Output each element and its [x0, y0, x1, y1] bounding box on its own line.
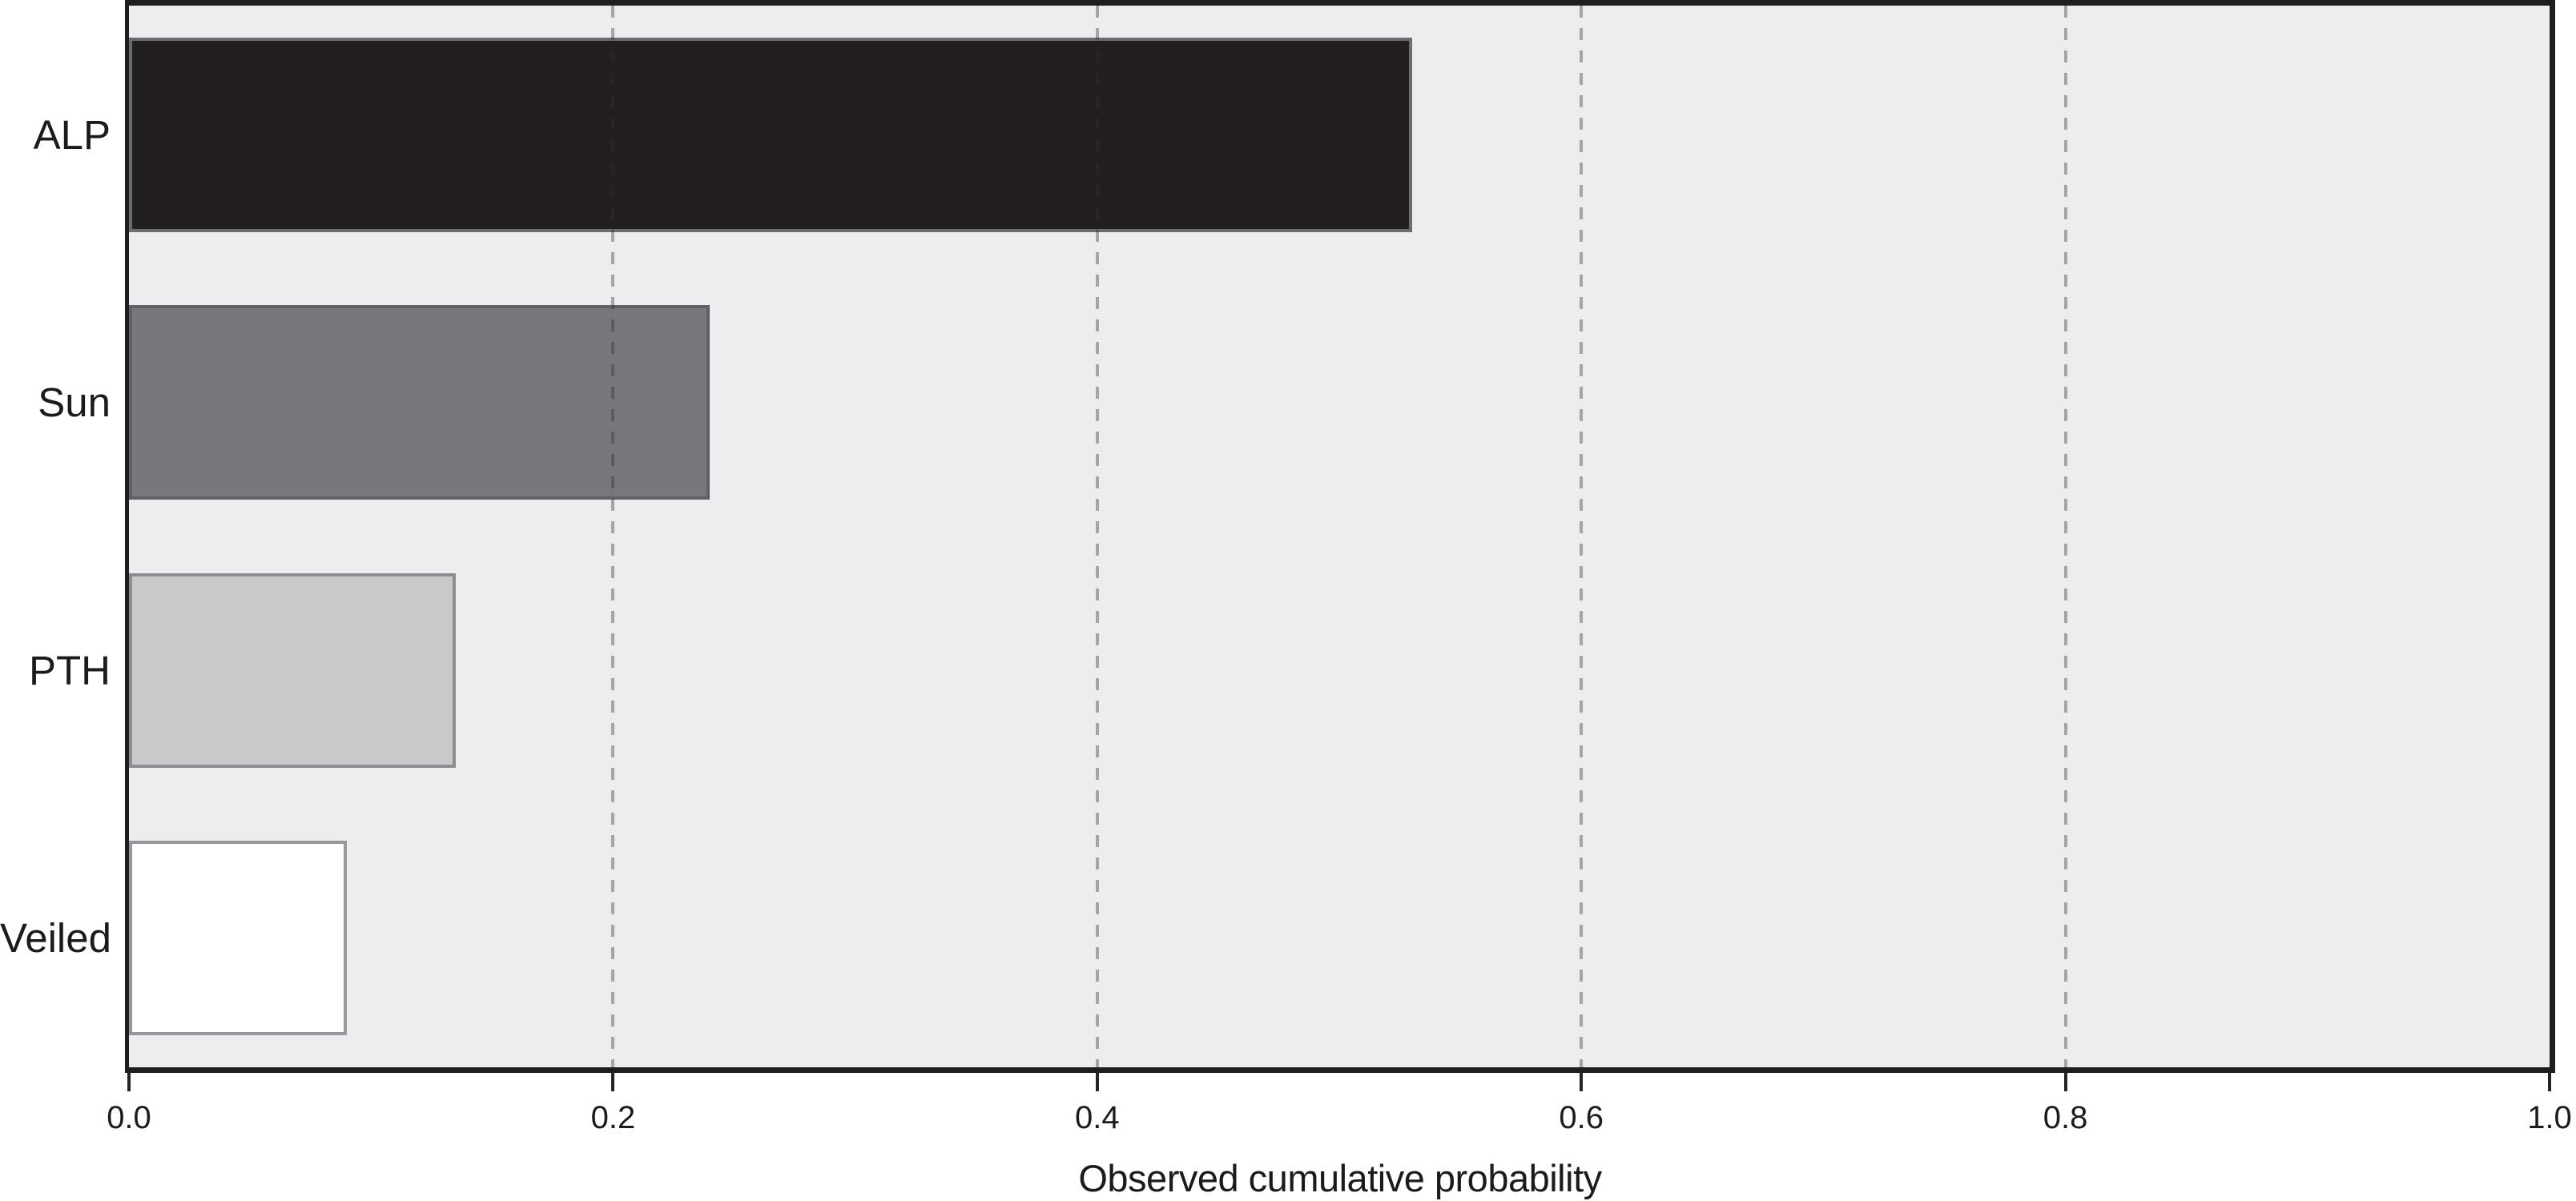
x-tick-label-0.2: 0.2: [590, 1100, 636, 1135]
category-label-sun: Sun: [38, 379, 111, 425]
x-axis-title: Observed cumulative probability: [1078, 1157, 1602, 1199]
x-tick-0.2: [611, 1073, 615, 1091]
x-tick-label-1.0: 1.0: [2527, 1100, 2572, 1135]
gridline-0.2: [611, 6, 615, 1067]
bar-veiled: [129, 841, 347, 1035]
x-tick-label-0.8: 0.8: [2043, 1100, 2088, 1135]
bar-sun: [129, 305, 710, 500]
plot-area: [125, 0, 2555, 1073]
x-tick-1.0: [2548, 1073, 2551, 1091]
bar-alp: [129, 38, 1412, 232]
gridline-0.6: [1580, 6, 1584, 1067]
x-tick-label-0.0: 0.0: [107, 1100, 151, 1135]
category-label-pth: PTH: [29, 647, 111, 693]
x-tick-0.6: [1580, 1073, 1584, 1091]
gridline-0.8: [2063, 6, 2067, 1067]
category-label-veiled: Veiled: [0, 914, 111, 961]
x-tick-0.8: [2063, 1073, 2067, 1091]
bar-pth: [129, 573, 456, 768]
x-tick-0.4: [1095, 1073, 1099, 1091]
category-label-alp: ALP: [33, 111, 111, 158]
x-tick-0.0: [127, 1073, 131, 1091]
x-tick-label-0.6: 0.6: [1559, 1100, 1604, 1135]
gridline-0.4: [1095, 6, 1099, 1067]
x-tick-label-0.4: 0.4: [1074, 1100, 1120, 1135]
